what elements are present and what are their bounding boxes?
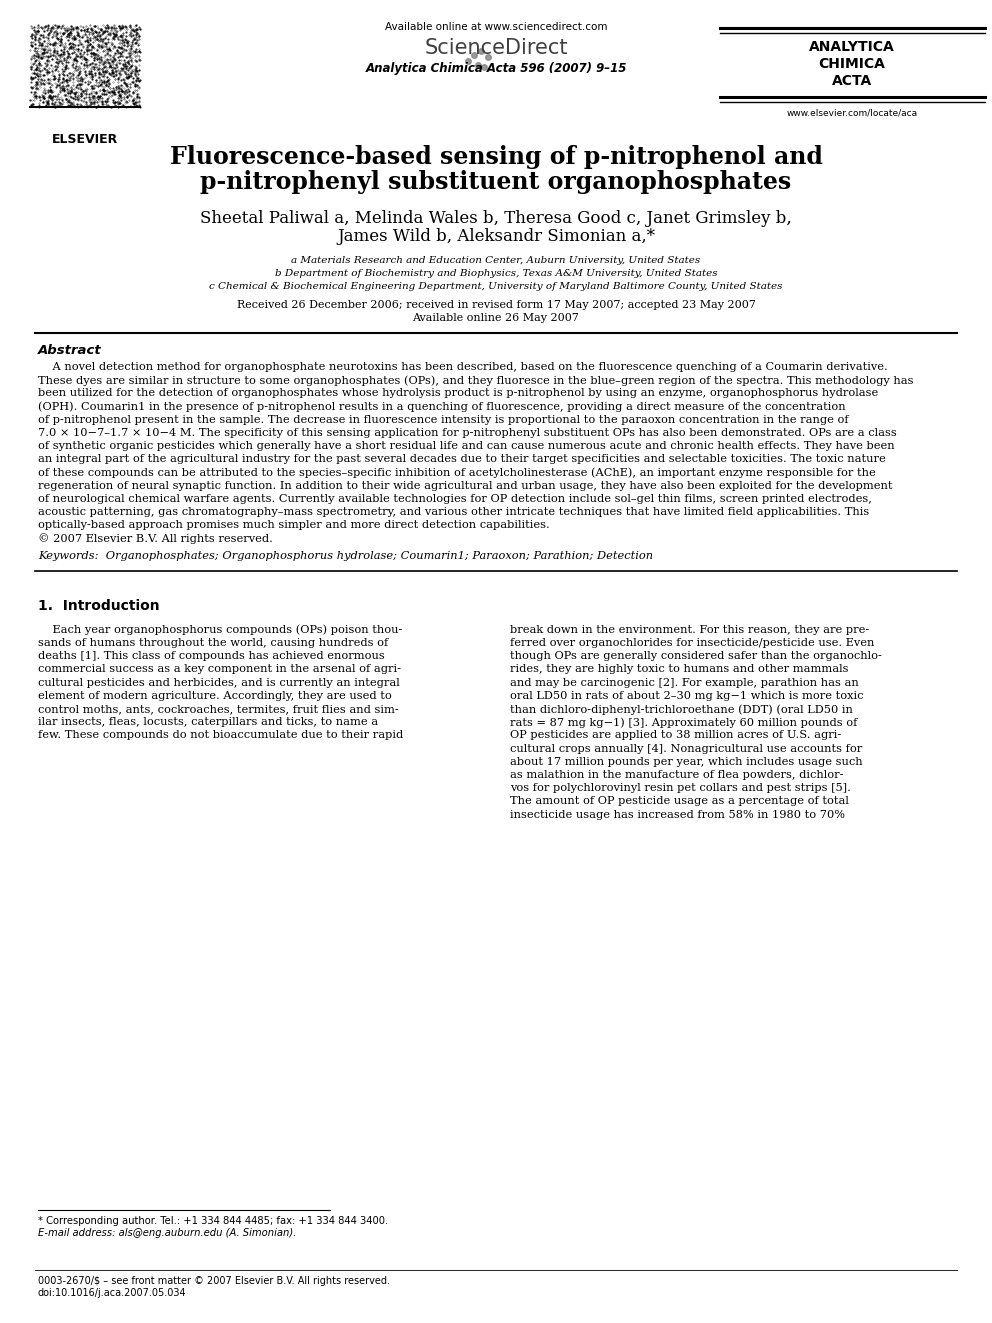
Text: b Department of Biochemistry and Biophysics, Texas A&M University, United States: b Department of Biochemistry and Biophys… bbox=[275, 269, 717, 278]
Text: of neurological chemical warfare agents. Currently available technologies for OP: of neurological chemical warfare agents.… bbox=[38, 493, 872, 504]
Text: an integral part of the agricultural industry for the past several decades due t: an integral part of the agricultural ind… bbox=[38, 454, 886, 464]
Text: as malathion in the manufacture of flea powders, dichlor-: as malathion in the manufacture of flea … bbox=[510, 770, 843, 781]
Text: 7.0 × 10−7–1.7 × 10−4 M. The specificity of this sensing application for p-nitro: 7.0 × 10−7–1.7 × 10−4 M. The specificity… bbox=[38, 429, 897, 438]
Text: Available online at www.sciencedirect.com: Available online at www.sciencedirect.co… bbox=[385, 22, 607, 32]
Text: A novel detection method for organophosphate neurotoxins has been described, bas: A novel detection method for organophosp… bbox=[38, 363, 888, 372]
Text: Received 26 December 2006; received in revised form 17 May 2007; accepted 23 May: Received 26 December 2006; received in r… bbox=[236, 300, 756, 310]
Text: ilar insects, fleas, locusts, caterpillars and ticks, to name a: ilar insects, fleas, locusts, caterpilla… bbox=[38, 717, 378, 728]
Text: Available online 26 May 2007: Available online 26 May 2007 bbox=[413, 314, 579, 323]
Bar bbox=[30, 25, 140, 124]
Text: ferred over organochlorides for insecticide/pesticide use. Even: ferred over organochlorides for insectic… bbox=[510, 638, 874, 648]
Text: sands of humans throughout the world, causing hundreds of: sands of humans throughout the world, ca… bbox=[38, 638, 388, 648]
Text: commercial success as a key component in the arsenal of agri-: commercial success as a key component in… bbox=[38, 664, 401, 675]
Text: Abstract: Abstract bbox=[38, 344, 102, 357]
Text: James Wild b, Aleksandr Simonian a,*: James Wild b, Aleksandr Simonian a,* bbox=[337, 228, 655, 245]
Text: 1.  Introduction: 1. Introduction bbox=[38, 599, 160, 613]
Text: Each year organophosphorus compounds (OPs) poison thou-: Each year organophosphorus compounds (OP… bbox=[38, 624, 403, 635]
Text: than dichloro-diphenyl-trichloroethane (DDT) (oral LD50 in: than dichloro-diphenyl-trichloroethane (… bbox=[510, 704, 853, 714]
Text: been utilized for the detection of organophosphates whose hydrolysis product is : been utilized for the detection of organ… bbox=[38, 389, 878, 398]
Text: few. These compounds do not bioaccumulate due to their rapid: few. These compounds do not bioaccumulat… bbox=[38, 730, 404, 741]
Text: oral LD50 in rats of about 2–30 mg kg−1 which is more toxic: oral LD50 in rats of about 2–30 mg kg−1 … bbox=[510, 691, 863, 701]
Text: p-nitrophenyl substituent organophosphates: p-nitrophenyl substituent organophosphat… bbox=[200, 169, 792, 194]
Text: The amount of OP pesticide usage as a percentage of total: The amount of OP pesticide usage as a pe… bbox=[510, 796, 849, 807]
Text: acoustic patterning, gas chromatography–mass spectrometry, and various other int: acoustic patterning, gas chromatography–… bbox=[38, 507, 869, 517]
Text: of these compounds can be attributed to the species–specific inhibition of acety: of these compounds can be attributed to … bbox=[38, 467, 876, 478]
Text: c Chemical & Biochemical Engineering Department, University of Maryland Baltimor: c Chemical & Biochemical Engineering Dep… bbox=[209, 282, 783, 291]
Text: © 2007 Elsevier B.V. All rights reserved.: © 2007 Elsevier B.V. All rights reserved… bbox=[38, 533, 273, 544]
Text: and may be carcinogenic [2]. For example, parathion has an: and may be carcinogenic [2]. For example… bbox=[510, 677, 859, 688]
Text: Fluorescence-based sensing of p-nitrophenol and: Fluorescence-based sensing of p-nitrophe… bbox=[170, 146, 822, 169]
Text: vos for polychlorovinyl resin pet collars and pest strips [5].: vos for polychlorovinyl resin pet collar… bbox=[510, 783, 851, 794]
Text: a Materials Research and Education Center, Auburn University, United States: a Materials Research and Education Cente… bbox=[292, 255, 700, 265]
Text: E-mail address: als@eng.auburn.edu (A. Simonian).: E-mail address: als@eng.auburn.edu (A. S… bbox=[38, 1228, 297, 1238]
Text: doi:10.1016/j.aca.2007.05.034: doi:10.1016/j.aca.2007.05.034 bbox=[38, 1289, 186, 1298]
Text: insecticide usage has increased from 58% in 1980 to 70%: insecticide usage has increased from 58%… bbox=[510, 810, 845, 820]
Text: www.elsevier.com/locate/aca: www.elsevier.com/locate/aca bbox=[787, 108, 918, 116]
Text: of p-nitrophenol present in the sample. The decrease in fluorescence intensity i: of p-nitrophenol present in the sample. … bbox=[38, 415, 848, 425]
Text: of synthetic organic pesticides which generally have a short residual life and c: of synthetic organic pesticides which ge… bbox=[38, 441, 895, 451]
Text: break down in the environment. For this reason, they are pre-: break down in the environment. For this … bbox=[510, 624, 869, 635]
Text: Keywords:  Organophosphates; Organophosphorus hydrolase; Coumarin1; Paraoxon; Pa: Keywords: Organophosphates; Organophosph… bbox=[38, 550, 653, 561]
Text: ACTA: ACTA bbox=[832, 74, 872, 89]
Text: cultural pesticides and herbicides, and is currently an integral: cultural pesticides and herbicides, and … bbox=[38, 677, 400, 688]
Text: OP pesticides are applied to 38 million acres of U.S. agri-: OP pesticides are applied to 38 million … bbox=[510, 730, 841, 741]
Text: ANALYTICA: ANALYTICA bbox=[809, 40, 895, 54]
Text: Analytica Chimica Acta 596 (2007) 9–15: Analytica Chimica Acta 596 (2007) 9–15 bbox=[365, 62, 627, 75]
Text: deaths [1]. This class of compounds has achieved enormous: deaths [1]. This class of compounds has … bbox=[38, 651, 385, 662]
Text: ELSEVIER: ELSEVIER bbox=[52, 134, 118, 146]
Text: CHIMICA: CHIMICA bbox=[818, 57, 886, 71]
Text: rats = 87 mg kg−1) [3]. Approximately 60 million pounds of: rats = 87 mg kg−1) [3]. Approximately 60… bbox=[510, 717, 857, 728]
Text: regeneration of neural synaptic function. In addition to their wide agricultural: regeneration of neural synaptic function… bbox=[38, 480, 893, 491]
Text: rides, they are highly toxic to humans and other mammals: rides, they are highly toxic to humans a… bbox=[510, 664, 848, 675]
Text: * Corresponding author. Tel.: +1 334 844 4485; fax: +1 334 844 3400.: * Corresponding author. Tel.: +1 334 844… bbox=[38, 1216, 388, 1226]
Text: cultural crops annually [4]. Nonagricultural use accounts for: cultural crops annually [4]. Nonagricult… bbox=[510, 744, 862, 754]
Text: ScienceDirect: ScienceDirect bbox=[425, 38, 567, 58]
Text: Sheetal Paliwal a, Melinda Wales b, Theresa Good c, Janet Grimsley b,: Sheetal Paliwal a, Melinda Wales b, Ther… bbox=[200, 210, 792, 228]
Text: optically-based approach promises much simpler and more direct detection capabil: optically-based approach promises much s… bbox=[38, 520, 550, 531]
Text: about 17 million pounds per year, which includes usage such: about 17 million pounds per year, which … bbox=[510, 757, 863, 767]
Text: 0003-2670/$ – see front matter © 2007 Elsevier B.V. All rights reserved.: 0003-2670/$ – see front matter © 2007 El… bbox=[38, 1275, 390, 1286]
Text: (OPH). Coumarin1 in the presence of p-nitrophenol results in a quenching of fluo: (OPH). Coumarin1 in the presence of p-ni… bbox=[38, 402, 845, 413]
Text: These dyes are similar in structure to some organophosphates (OPs), and they flu: These dyes are similar in structure to s… bbox=[38, 376, 914, 386]
Text: though OPs are generally considered safer than the organochlo-: though OPs are generally considered safe… bbox=[510, 651, 882, 662]
Text: control moths, ants, cockroaches, termites, fruit flies and sim-: control moths, ants, cockroaches, termit… bbox=[38, 704, 399, 714]
Text: element of modern agriculture. Accordingly, they are used to: element of modern agriculture. According… bbox=[38, 691, 392, 701]
